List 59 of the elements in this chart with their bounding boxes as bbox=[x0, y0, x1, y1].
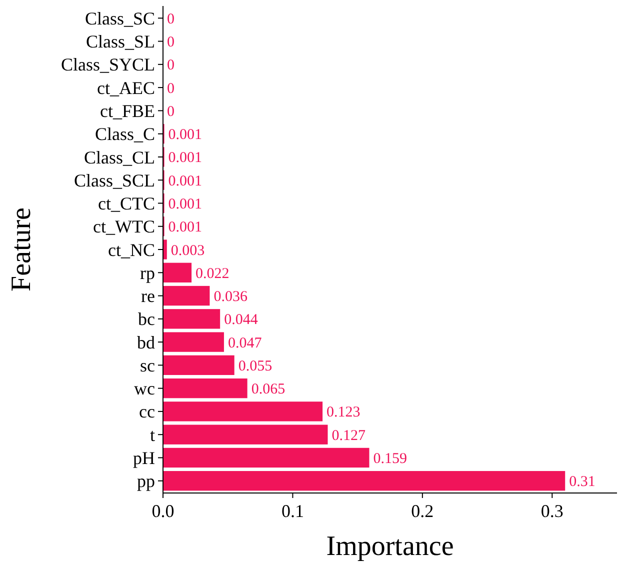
y-tick-label: pp bbox=[137, 471, 155, 492]
y-tick-label: ct_AEC bbox=[97, 78, 155, 98]
y-tick-label: bc bbox=[138, 309, 155, 330]
y-tick-label: Class_SC bbox=[84, 8, 155, 28]
bar bbox=[163, 378, 248, 398]
bar bbox=[163, 309, 220, 329]
data-label: 0.047 bbox=[228, 335, 262, 352]
data-label: 0 bbox=[167, 104, 174, 120]
y-tick-label: t bbox=[150, 424, 155, 445]
data-label: 0 bbox=[167, 34, 174, 51]
bar bbox=[163, 332, 224, 352]
bar bbox=[163, 424, 328, 444]
y-tick-label: sc bbox=[140, 355, 156, 376]
data-label: 0.065 bbox=[251, 382, 286, 398]
y-tick-label: ct_NC bbox=[108, 240, 155, 260]
data-label: 0.001 bbox=[168, 196, 202, 212]
data-label: 0 bbox=[167, 80, 174, 97]
x-tick-label: 0.3 bbox=[540, 501, 564, 521]
y-tick-label: Class_SCL bbox=[74, 170, 155, 190]
data-label: 0.31 bbox=[569, 474, 596, 490]
y-tick-label: Class_SL bbox=[86, 32, 155, 52]
data-label: 0.036 bbox=[214, 289, 248, 306]
y-tick-label: rp bbox=[140, 262, 155, 283]
x-tick-label: 0.2 bbox=[411, 501, 434, 521]
bar bbox=[163, 355, 234, 376]
data-label: 0.001 bbox=[168, 220, 202, 236]
data-label: 0.001 bbox=[168, 173, 202, 190]
y-tick-label: pH bbox=[133, 448, 155, 468]
data-label: 0 bbox=[167, 58, 174, 74]
data-label: 0.055 bbox=[238, 358, 272, 374]
data-label: 0.123 bbox=[326, 404, 360, 421]
bar bbox=[163, 286, 210, 306]
y-tick-label: wc bbox=[134, 378, 155, 399]
y-tick-label: Class_C bbox=[94, 124, 155, 144]
x-tick-label: 0.0 bbox=[152, 501, 174, 521]
y-tick-label: ct_CTC bbox=[98, 194, 155, 214]
data-label: 0.127 bbox=[332, 428, 366, 444]
data-label: 0.159 bbox=[373, 450, 407, 467]
bar bbox=[163, 240, 167, 260]
y-tick-label: ct_FBE bbox=[100, 100, 155, 121]
bar bbox=[163, 402, 323, 422]
data-label: 0.001 bbox=[168, 127, 202, 144]
bar bbox=[163, 262, 192, 282]
y-tick-label: bd bbox=[137, 332, 155, 352]
data-label: 0.001 bbox=[168, 150, 202, 166]
y-tick-label: ct_WTC bbox=[93, 216, 155, 237]
bar bbox=[163, 471, 566, 491]
y-tick-label: re bbox=[141, 286, 156, 306]
y-axis-title: Feature bbox=[6, 208, 37, 292]
data-label: 0 bbox=[167, 11, 174, 28]
data-label: 0.022 bbox=[196, 266, 230, 282]
bar bbox=[163, 448, 370, 468]
x-tick-label: 0.1 bbox=[281, 501, 304, 521]
y-tick-label: cc bbox=[139, 402, 156, 422]
y-tick-label: Class_SYCL bbox=[60, 54, 155, 75]
data-label: 0.044 bbox=[224, 312, 258, 328]
x-axis-title: Importance bbox=[326, 531, 454, 562]
data-label: 0.003 bbox=[170, 242, 205, 259]
y-tick-label: Class_CL bbox=[84, 147, 155, 168]
